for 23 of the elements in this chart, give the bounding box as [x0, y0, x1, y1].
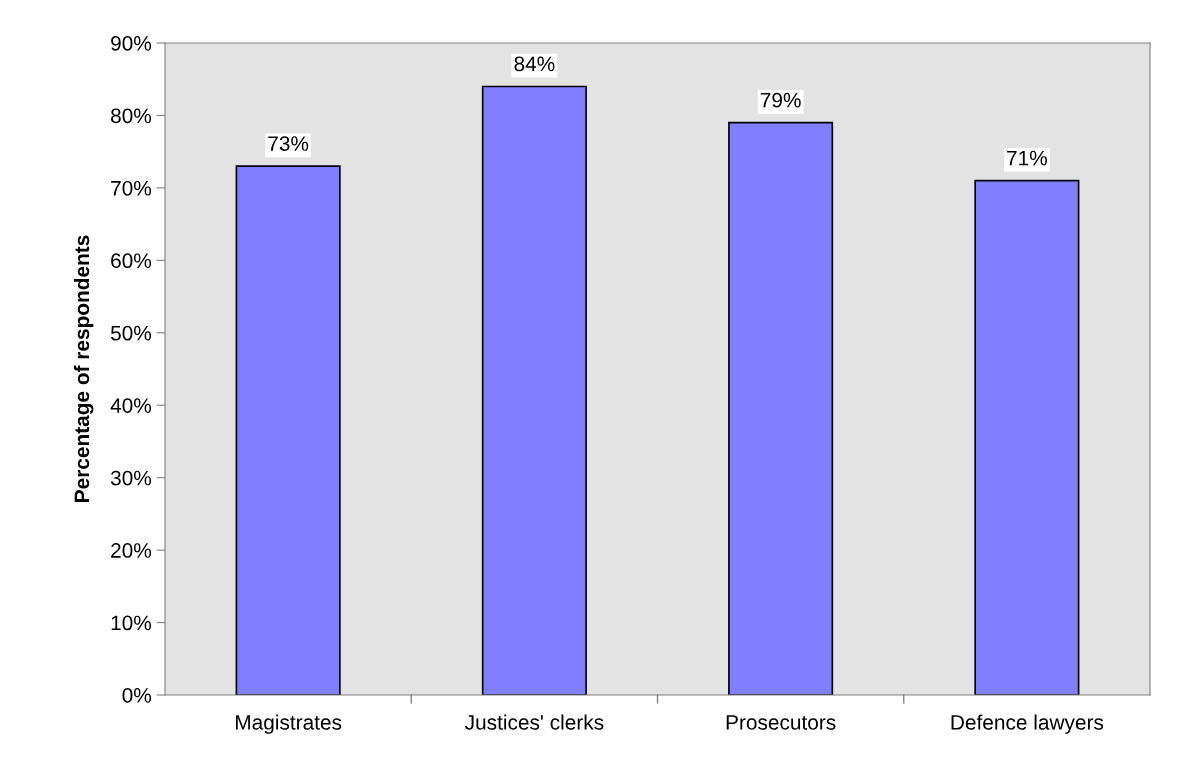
bar [235, 165, 341, 695]
y-tick-label: 80% [111, 108, 152, 124]
x-tick-label: Magistrates [236, 714, 342, 734]
y-tick-label: 90% [111, 36, 152, 51]
y-tick-label: 60% [111, 253, 152, 269]
data-label: 79% [760, 92, 801, 108]
y-tick-label: 40% [110, 398, 152, 413]
y-tick-label: 10% [111, 615, 152, 631]
bar [974, 179, 1080, 695]
y-axis-title: Percentage of respondents [73, 235, 94, 502]
y-tick-label: 20% [111, 543, 152, 558]
bar [481, 85, 587, 695]
y-tick-label: 70% [111, 180, 152, 196]
y-tick-label: 30% [110, 470, 152, 486]
data-label: 73% [268, 136, 309, 151]
data-label: 71% [1007, 150, 1047, 166]
x-tick-label: Defence lawyers [951, 714, 1104, 734]
bar [728, 121, 834, 695]
data-label: 84% [514, 56, 555, 72]
x-tick-label: Prosecutors [726, 715, 836, 730]
x-tick-label: Justices' clerks [464, 714, 604, 730]
y-tick-label: 50% [110, 325, 152, 341]
y-tick-label: 0% [122, 688, 152, 703]
